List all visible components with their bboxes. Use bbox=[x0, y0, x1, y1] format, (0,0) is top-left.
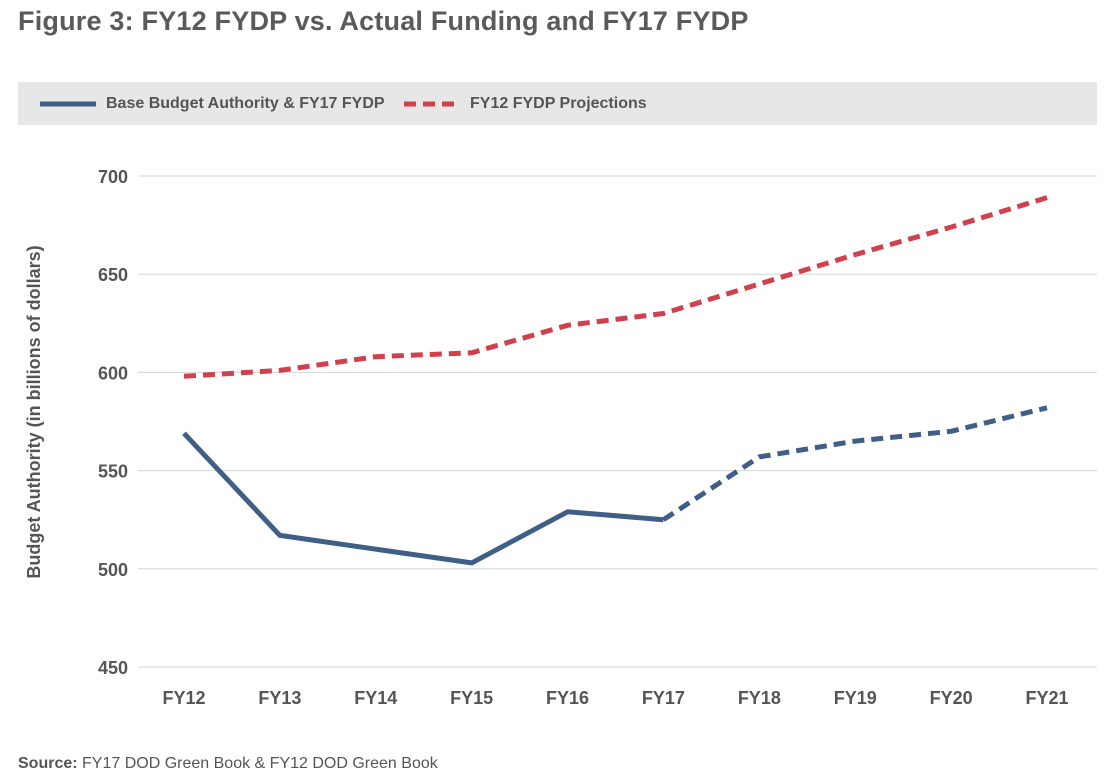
legend-item-fy12: FY12 FYDP Projections bbox=[404, 82, 647, 125]
x-tick-label: FY18 bbox=[738, 688, 781, 708]
source-note: Source: FY17 DOD Green Book & FY12 DOD G… bbox=[18, 755, 438, 773]
x-tick-label: FY21 bbox=[1025, 688, 1068, 708]
legend-label-base: Base Budget Authority & FY17 FYDP bbox=[106, 94, 385, 112]
y-tick-label: 500 bbox=[98, 560, 128, 580]
y-tick-label: 650 bbox=[98, 265, 128, 285]
x-tick-label: FY12 bbox=[162, 688, 205, 708]
x-tick-label: FY13 bbox=[258, 688, 301, 708]
chart-title: Figure 3: FY12 FYDP vs. Actual Funding a… bbox=[18, 6, 749, 36]
legend: Base Budget Authority & FY17 FYDP FY12 F… bbox=[18, 82, 1097, 125]
x-tick-label: FY19 bbox=[834, 688, 877, 708]
y-axis-title: Budget Authority (in billions of dollars… bbox=[24, 245, 44, 578]
x-tick-label: FY20 bbox=[930, 688, 973, 708]
legend-swatch-fy12 bbox=[404, 101, 460, 106]
legend-label-fy12: FY12 FYDP Projections bbox=[470, 94, 647, 112]
x-tick-label: FY14 bbox=[354, 688, 397, 708]
x-tick-label: FY17 bbox=[642, 688, 685, 708]
series-line-base-fy17-fydp bbox=[662, 405, 1048, 522]
gridlines bbox=[138, 175, 1097, 668]
series-line-fy12-fydp bbox=[183, 195, 1048, 379]
source-text: FY17 DOD Green Book & FY12 DOD Green Boo… bbox=[82, 755, 438, 772]
y-tick-label: 550 bbox=[98, 462, 128, 482]
x-tick-label: FY15 bbox=[450, 688, 493, 708]
series-line-base-actual bbox=[182, 431, 664, 566]
legend-swatch-base bbox=[40, 101, 96, 106]
series-lines bbox=[182, 195, 1048, 566]
y-axis-ticks: 450 500 550 600 650 700 bbox=[98, 167, 128, 678]
y-tick-label: 700 bbox=[98, 167, 128, 187]
y-tick-label: 600 bbox=[98, 363, 128, 383]
x-axis-ticks: FY12 FY13 FY14 FY15 FY16 FY17 FY18 FY19 FY20 FY21 bbox=[162, 688, 1068, 708]
y-tick-label: 450 bbox=[98, 658, 128, 678]
x-tick-label: FY16 bbox=[546, 688, 589, 708]
source-label: Source: bbox=[18, 755, 78, 772]
legend-item-base: Base Budget Authority & FY17 FYDP bbox=[40, 82, 385, 125]
